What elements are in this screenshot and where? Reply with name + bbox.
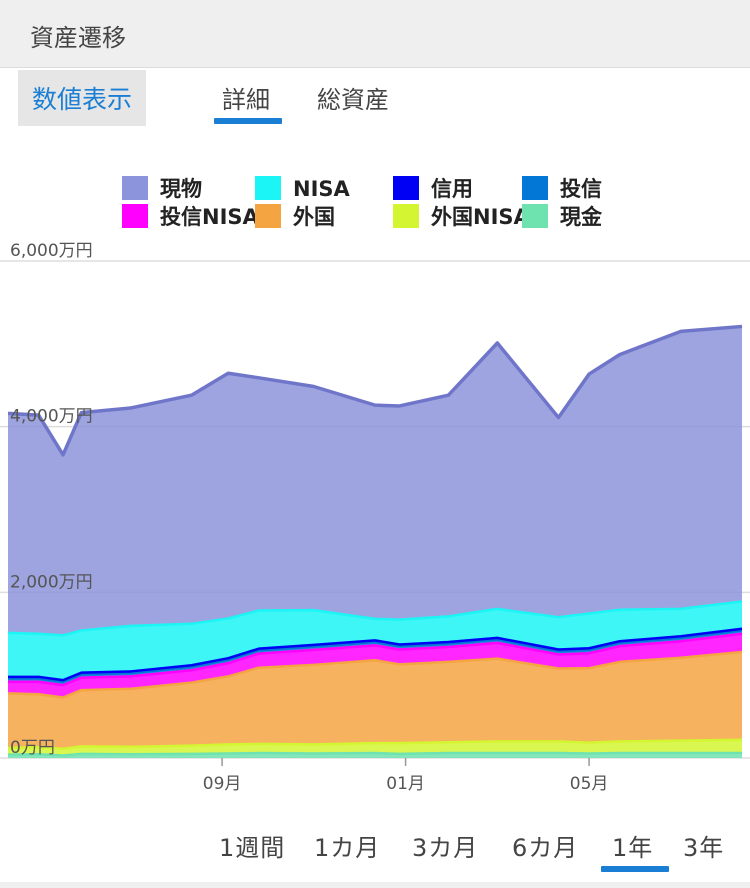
period-1week[interactable]: 1週間 [219,834,286,862]
period-3years[interactable]: 3年 [683,834,725,862]
legend-label-4: 投信NISA [160,205,260,229]
x-tick-label-2: 05月 [570,774,609,794]
x-tick-label-0: 09月 [203,774,242,794]
legend-swatch-0 [122,176,148,200]
legend-label-0: 現物 [160,177,202,201]
tab-detail[interactable]: 詳細 [222,86,270,114]
active-period-indicator [601,866,669,872]
area-series-6 [8,601,742,681]
legend-label-7: 現金 [560,205,603,229]
y-tick-label-0: 0万円 [10,738,55,758]
y-axis: 0万円 2,000万円 4,000万円 6,000万円 [10,241,93,758]
line-series-6 [7,600,743,637]
y-tick-label-1: 2,000万円 [10,572,93,592]
area-series-7 [8,326,742,636]
legend-label-6: 外国NISA [431,205,531,229]
section-header: 資産遷移 [0,0,750,68]
x-axis: 09月 01月 05月 [203,758,609,794]
tabs-row: 数値表示 詳細 総資産 [0,68,750,132]
period-3months[interactable]: 3カ月 [412,834,479,862]
period-6months[interactable]: 6カ月 [512,834,579,862]
legend-swatch-2 [393,176,419,200]
chart-areas [7,324,743,758]
legend-swatch-7 [522,204,548,228]
y-tick-label-2: 4,000万円 [10,407,93,427]
y-tick-label-3: 6,000万円 [10,241,93,261]
legend-swatch-6 [393,204,419,228]
active-tab-indicator [214,118,282,124]
line-series-2 [7,650,743,699]
tab-total-assets[interactable]: 総資産 [317,86,389,114]
legend-swatch-5 [255,204,281,228]
legend-swatch-1 [255,176,281,200]
area-series-1 [8,739,742,756]
bottom-divider [0,882,750,888]
line-series-7 [7,324,743,457]
line-series-1 [7,738,743,751]
line-series-4 [8,629,743,684]
legend-label-1: NISA [293,177,351,201]
area-series-2 [8,651,742,749]
legend-swatch-3 [522,176,548,200]
line-series-5 [8,627,743,682]
period-1year[interactable]: 1年 [612,834,654,862]
period-selector: 1週間 1カ月 3カ月 6カ月 1年 3年 [0,818,750,878]
legend-label-5: 外国 [293,205,335,229]
legend-label-3: 投信 [560,177,602,201]
legend-label-2: 信用 [431,177,473,201]
line-series-0 [7,751,742,757]
numeric-view-button[interactable]: 数値表示 [18,70,146,126]
section-title: 資産遷移 [30,24,126,52]
period-1month[interactable]: 1カ月 [314,834,381,862]
legend-swatch-4 [122,204,148,228]
line-series-3 [8,632,743,687]
x-tick-label-1: 01月 [386,774,425,794]
